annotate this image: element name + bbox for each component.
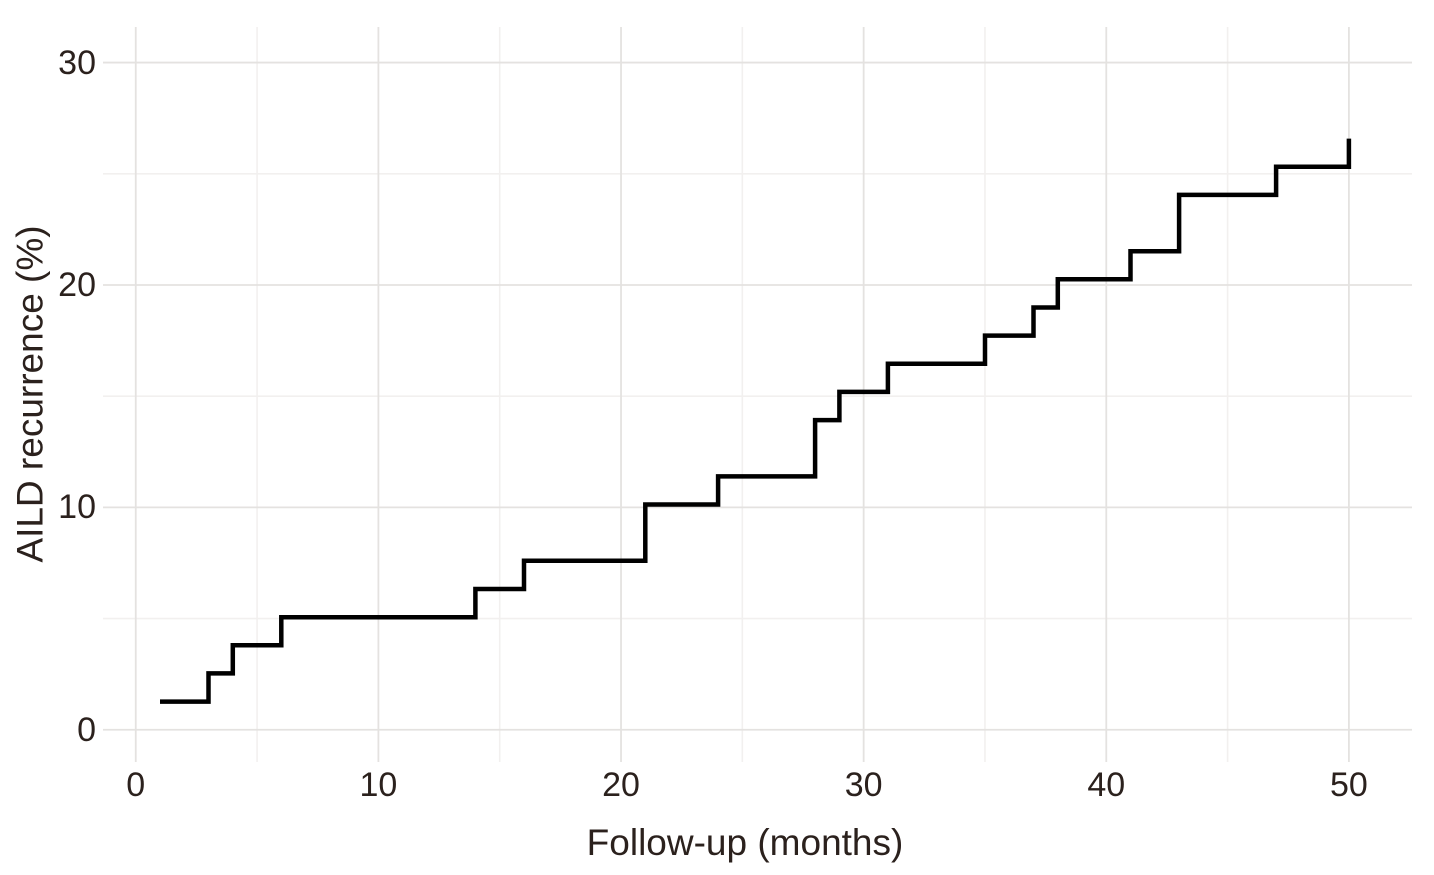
step-curve-plot (103, 27, 1412, 762)
x-tick-label: 10 (359, 766, 398, 804)
minor-gridlines (103, 27, 1412, 762)
y-tick-label: 20 (58, 265, 96, 304)
y-tick-label: 10 (58, 488, 96, 527)
x-tick-label: 20 (602, 766, 640, 804)
major-gridlines (103, 27, 1412, 762)
y-tick-label: 30 (58, 43, 96, 82)
plot-panel (103, 27, 1412, 762)
x-axis-title: Follow-up (months) (586, 822, 904, 863)
x-tick-label: 30 (844, 766, 883, 804)
x-tick-label: 50 (1329, 766, 1368, 804)
aild-recurrence-curve (160, 138, 1352, 704)
y-tick-label: 0 (77, 710, 96, 749)
x-tick-label: 0 (126, 766, 146, 804)
x-tick-label: 40 (1087, 766, 1126, 804)
